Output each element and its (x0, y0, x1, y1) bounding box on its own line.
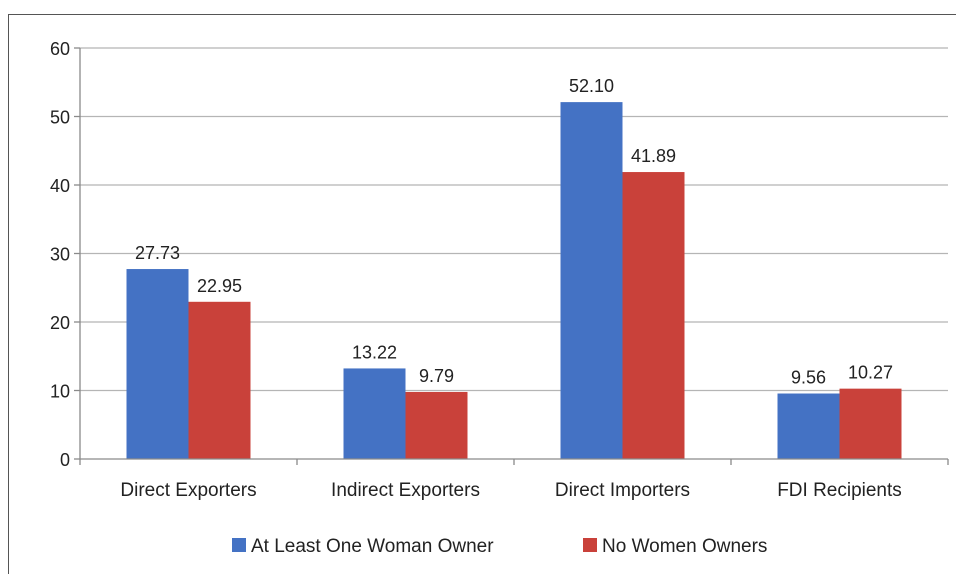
data-label: 41.89 (631, 146, 676, 166)
x-tick-label: Indirect Exporters (331, 480, 480, 501)
legend: At Least One Woman Owner No Women Owners (232, 536, 767, 557)
x-tick-label: Direct Importers (555, 480, 690, 501)
y-tick-label: 10 (50, 382, 70, 402)
labels: 0 10 20 30 40 50 60 27.73 22.95 Direct Exporters 1… (50, 39, 902, 501)
data-label: 22.95 (197, 276, 242, 296)
x-tick-label: Direct Exporters (120, 480, 256, 501)
bar (777, 393, 840, 459)
y-tick-label: 50 (50, 108, 70, 128)
bar (126, 269, 189, 459)
bar (622, 172, 685, 459)
y-tick-label: 60 (50, 39, 70, 59)
legend-label: No Women Owners (602, 536, 767, 557)
data-label: 10.27 (848, 363, 893, 383)
y-tick-label: 40 (50, 176, 70, 196)
bar (405, 391, 468, 459)
bar (560, 102, 623, 460)
chart-frame (8, 14, 956, 574)
data-label: 9.56 (791, 368, 826, 388)
data-label: 9.79 (419, 366, 454, 386)
data-label: 13.22 (352, 342, 397, 362)
y-tick-label: 20 (50, 313, 70, 333)
legend-label: At Least One Woman Owner (251, 536, 494, 557)
axes (74, 47, 949, 465)
legend-swatch (583, 538, 597, 552)
bar (188, 301, 251, 459)
data-label: 52.10 (569, 76, 614, 96)
bars (126, 102, 902, 460)
legend-swatch (232, 538, 246, 552)
data-label: 27.73 (135, 243, 180, 263)
x-tick-label: FDI Recipients (777, 480, 902, 501)
bar (839, 388, 902, 459)
gridlines (80, 47, 948, 392)
y-tick-label: 30 (50, 245, 70, 265)
bar (343, 368, 406, 459)
y-tick-label: 0 (60, 450, 70, 470)
